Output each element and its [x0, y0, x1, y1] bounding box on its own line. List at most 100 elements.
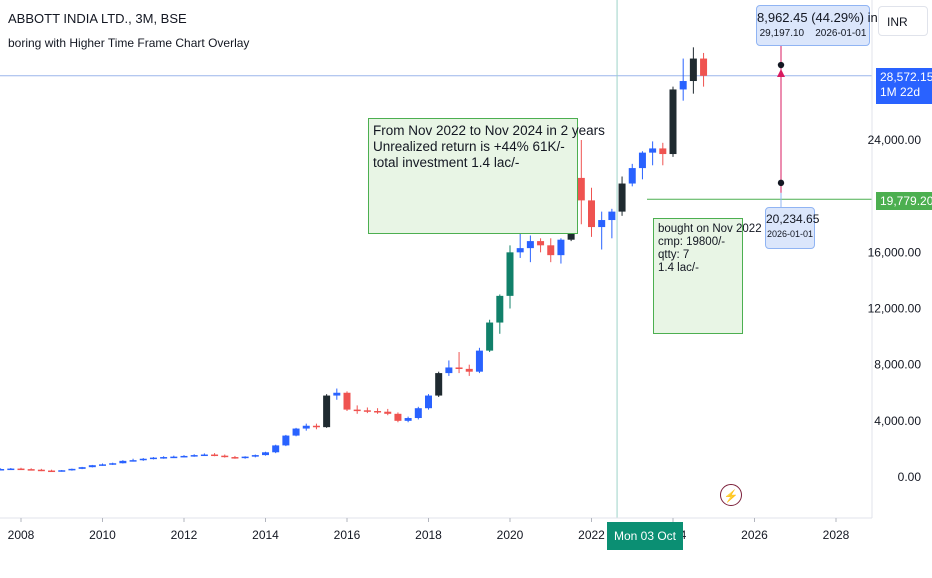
candle-body — [455, 367, 463, 369]
candle — [119, 460, 127, 464]
candle-body — [170, 456, 178, 459]
candle — [486, 319, 494, 353]
candle — [425, 394, 432, 410]
candle-body — [689, 58, 697, 82]
chart-canvas[interactable]: 0.00 4,000.00 8,000.00 12,000.00 16,000.00 24… — [0, 0, 932, 550]
candle — [557, 238, 565, 264]
candle-body — [302, 425, 310, 429]
candle — [669, 86, 677, 157]
buy-level-tag: 19,779.20 — [876, 192, 932, 210]
candle — [241, 456, 249, 459]
measure-tool[interactable] — [777, 46, 785, 207]
candle-body — [139, 458, 147, 461]
summary-note-line: Unrealized return is +44% 61K/- — [373, 139, 565, 154]
candle-body — [374, 411, 382, 413]
measure-bottom-price: 20,234.65 — [766, 212, 820, 226]
candle — [149, 457, 157, 460]
candle — [435, 371, 443, 397]
candle — [262, 451, 269, 456]
candle — [99, 463, 106, 466]
buy-note-line: bought on Nov 2022 — [658, 223, 762, 235]
candle-body — [363, 410, 371, 412]
candle-body — [414, 408, 422, 419]
candle — [282, 434, 290, 447]
candle-body — [435, 373, 443, 396]
candle-body — [129, 460, 137, 462]
candle-body — [312, 425, 320, 428]
candle-body — [262, 452, 269, 456]
current-price-tag: 28,572.15 1M 22d — [876, 68, 932, 104]
y-tick-label: 16,000.00 — [868, 245, 922, 259]
candle — [608, 208, 616, 239]
buy-note-line: cmp: 19800/- — [658, 236, 726, 248]
candle — [170, 455, 178, 459]
y-axis[interactable]: 0.00 4,000.00 8,000.00 12,000.00 16,000.00 24… — [0, 0, 922, 519]
candle — [37, 468, 45, 472]
summary-note-line: total investment 1.4 lac/- — [373, 155, 520, 170]
candle — [211, 453, 219, 457]
measure-handle-bottom[interactable] — [777, 179, 785, 187]
candle — [272, 444, 280, 454]
candle — [17, 467, 25, 471]
candle — [58, 469, 66, 472]
candle — [323, 394, 331, 428]
candle — [200, 453, 208, 457]
candle-body — [547, 245, 555, 256]
candle — [180, 455, 188, 458]
candle-body — [200, 454, 208, 457]
candle — [27, 468, 35, 471]
candle — [598, 211, 606, 250]
candle — [333, 388, 341, 400]
candle — [537, 238, 545, 253]
measure-handle-top[interactable] — [777, 61, 785, 69]
candle — [638, 151, 646, 180]
candle-body — [231, 457, 239, 459]
candle — [659, 142, 667, 166]
candle-body — [160, 457, 168, 459]
candle-body — [516, 248, 524, 253]
y-tick-label: 0.00 — [898, 470, 922, 484]
candle — [231, 455, 239, 459]
buy-note-line: qtty: 7 — [658, 249, 690, 261]
candle-body — [343, 392, 351, 410]
candle — [689, 47, 697, 94]
candle — [588, 187, 595, 237]
candle — [384, 408, 392, 416]
measure-bottom-label[interactable]: 20,234.65 2026-01-01 — [765, 207, 820, 249]
candle — [7, 468, 15, 471]
candle-body — [598, 220, 606, 228]
candle — [404, 416, 412, 423]
candle — [374, 408, 382, 414]
measure-top-label[interactable]: 8,962.45 (44.29%) in 29,197.10 2026-01-0… — [756, 5, 878, 46]
currency-button[interactable]: INR — [878, 6, 928, 36]
candle-body — [557, 239, 565, 256]
candle-body — [588, 200, 595, 228]
candle — [700, 52, 708, 87]
candle — [221, 454, 229, 458]
bar-countdown: 1M 22d — [880, 85, 921, 99]
candle — [0, 468, 5, 471]
candle-body — [384, 411, 392, 414]
measure-arrow-icon — [777, 69, 785, 78]
candle — [88, 464, 96, 468]
summary-note[interactable]: From Nov 2022 to Nov 2024 in 2 years Unr… — [368, 118, 605, 234]
candle-body — [58, 470, 66, 472]
candle-body — [7, 468, 15, 471]
candle — [526, 235, 534, 263]
x-axis[interactable]: 2008201020122014201620182020202220242026… — [8, 518, 850, 542]
candle-body — [465, 368, 473, 372]
candle — [109, 462, 117, 465]
candle — [363, 407, 371, 414]
summary-note-line: From Nov 2022 to Nov 2024 in 2 years — [373, 123, 605, 138]
buy-note[interactable]: bought on Nov 2022 cmp: 19800/- qtty: 7 … — [653, 218, 762, 334]
candle-body — [109, 463, 117, 465]
candle-body — [190, 455, 198, 457]
candle — [506, 245, 514, 309]
lightning-icon[interactable]: ⚡ — [720, 484, 742, 506]
candle — [160, 456, 168, 459]
candle-body — [241, 456, 249, 459]
chart-title: ABBOTT INDIA LTD., 3M, BSE — [8, 11, 187, 26]
x-tick-label: 2028 — [823, 528, 850, 542]
candle — [628, 163, 636, 187]
candle — [190, 454, 198, 457]
